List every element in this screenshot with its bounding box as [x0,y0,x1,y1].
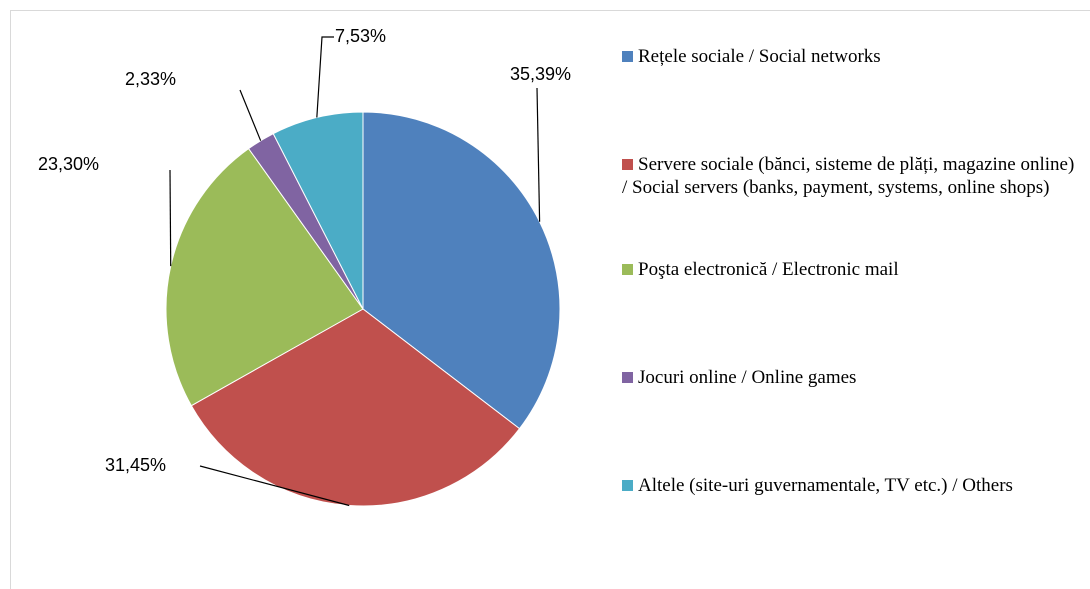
legend-swatch [622,372,633,383]
leader-line [199,465,350,507]
legend-label: Rețele sociale / Social networks [638,46,881,67]
pie-slice [165,147,364,407]
legend-label: Poşta electronică / Electronic mail [638,259,899,280]
pie-slice [362,111,561,430]
leader-line [316,36,334,118]
legend-item: Poşta electronică / Electronic mail [622,258,1082,281]
leader-line [239,89,262,141]
legend-item: Rețele sociale / Social networks [622,45,1082,68]
legend-label: Altele (site-uri guvernamentale, TV etc.… [638,475,1013,496]
value-label: 35,39% [510,64,571,84]
legend-label: Jocuri online / Online games [638,367,857,388]
value-label: 7,53% [335,26,386,46]
legend-swatch [622,159,633,170]
chart-frame [10,10,1090,589]
legend-item: Altele (site-uri guvernamentale, TV etc.… [622,474,1082,497]
legend-label: Servere sociale (bănci, sisteme de plăți… [622,154,1075,198]
legend-swatch [622,51,633,62]
legend-item: Jocuri online / Online games [622,366,1082,389]
legend-item: Servere sociale (bănci, sisteme de plăți… [622,153,1082,199]
leader-line [536,87,541,222]
leader-line [169,169,172,267]
legend-swatch [622,264,633,275]
value-label: 31,45% [105,455,166,475]
value-label: 23,30% [38,154,99,174]
value-label: 2,33% [125,69,176,89]
pie-slice [272,111,364,310]
legend-swatch [622,480,633,491]
